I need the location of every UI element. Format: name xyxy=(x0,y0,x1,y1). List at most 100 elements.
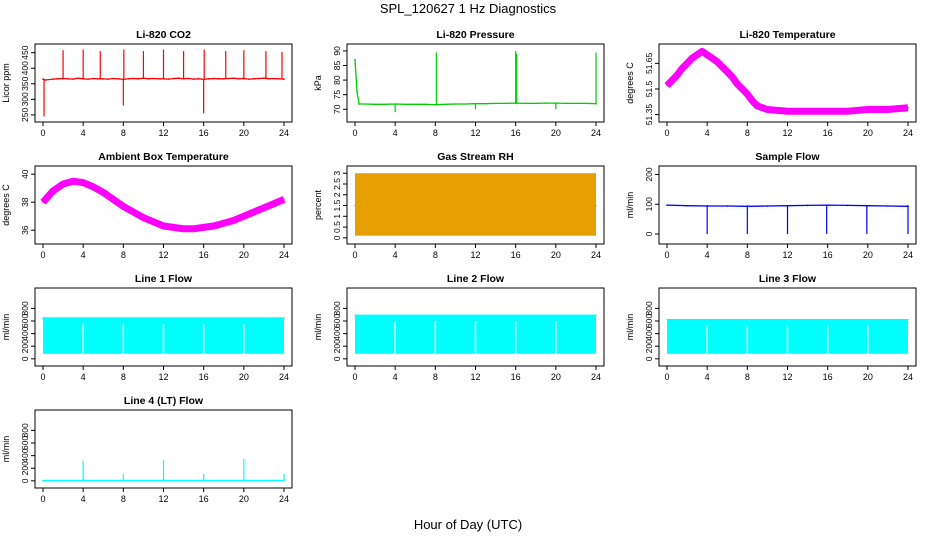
y-axis-label: degrees C xyxy=(625,62,635,104)
x-tick-label: 12 xyxy=(782,372,792,382)
x-tick-label: 24 xyxy=(591,372,601,382)
data-point xyxy=(147,78,150,80)
plot-frame xyxy=(34,165,293,245)
y-tick-label: 800 xyxy=(20,301,30,315)
data-point xyxy=(283,317,285,319)
x-tick-label: 16 xyxy=(199,494,209,504)
x-tick-label: 20 xyxy=(863,128,873,138)
x-tick-label: 0 xyxy=(352,372,357,382)
panel-title: Sample Flow xyxy=(755,151,820,163)
x-tick-label: 16 xyxy=(823,250,833,260)
y-tick-label: 51.5 xyxy=(644,80,654,97)
x-tick-label: 20 xyxy=(551,372,561,382)
data-point xyxy=(686,204,688,207)
x-tick-label: 8 xyxy=(433,372,438,382)
y-axis-label: kPa xyxy=(313,75,323,91)
series-line xyxy=(664,47,909,115)
data-point xyxy=(268,78,270,80)
data-point xyxy=(374,103,376,106)
series-line xyxy=(40,177,286,233)
y-tick-label: 800 xyxy=(20,423,30,437)
data-point xyxy=(756,105,759,107)
panel-9: Line 3 Flow ml/min 0 4 8 12 16 20 24 0 20040060080… xyxy=(625,273,917,382)
y-tick-label: 400 xyxy=(20,326,30,340)
data-point xyxy=(726,71,729,73)
x-tick-label: 24 xyxy=(279,372,289,382)
data-point xyxy=(364,103,366,105)
data-point xyxy=(696,54,698,56)
x-tick-label: 4 xyxy=(705,372,710,382)
data-point xyxy=(142,216,145,219)
x-tick-label: 0 xyxy=(664,128,669,138)
x-tick-label: 20 xyxy=(551,128,561,138)
data-point xyxy=(746,93,749,95)
data-point xyxy=(414,103,417,106)
x-tick-label: 8 xyxy=(121,128,126,138)
y-tick-label: 600 xyxy=(20,436,30,450)
x-tick-label: 8 xyxy=(745,372,750,382)
data-point xyxy=(716,60,719,63)
y-tick-label: 600 xyxy=(332,314,342,328)
data-point xyxy=(263,207,265,209)
y-tick-label: 400 xyxy=(20,448,30,462)
y-tick-label: 75 xyxy=(332,90,342,100)
data-point xyxy=(232,77,235,79)
data-point xyxy=(117,78,120,80)
x-tick-label: 12 xyxy=(158,494,168,504)
data-point xyxy=(187,77,190,80)
data-point xyxy=(434,103,437,106)
data-point xyxy=(52,190,54,192)
data-point xyxy=(354,58,356,61)
x-tick-label: 0 xyxy=(352,250,357,260)
y-tick-label: 90 xyxy=(332,46,342,56)
data-point xyxy=(222,222,225,224)
y-tick-label: 0 xyxy=(20,356,30,361)
data-point xyxy=(92,186,95,188)
x-tick-label: 0 xyxy=(40,372,45,382)
y-tick-label: 51.65 xyxy=(644,52,654,74)
data-point xyxy=(454,103,457,105)
data-point xyxy=(42,201,44,203)
x-tick-label: 20 xyxy=(239,494,249,504)
page-title: SPL_120627 1 Hz Diagnostics xyxy=(379,1,557,16)
data-point xyxy=(666,204,668,206)
data-point xyxy=(671,79,673,82)
x-tick-label: 16 xyxy=(823,372,833,382)
data-point xyxy=(534,102,537,105)
y-tick-label: 200 xyxy=(20,339,30,353)
data-point xyxy=(253,211,255,213)
data-point xyxy=(132,211,135,213)
x-tick-label: 0 xyxy=(40,250,45,260)
x-tick-label: 8 xyxy=(121,494,126,504)
data-point xyxy=(212,225,215,227)
data-point xyxy=(806,204,809,207)
data-point xyxy=(846,204,849,207)
panel-5: Gas Stream RH percent 0 4 8 12 16 20 24 0 0.5 1 1.5 2… xyxy=(313,151,605,260)
x-tick-label: 20 xyxy=(551,250,561,260)
y-tick-label: 2 xyxy=(332,192,342,197)
y-axis-label: percent xyxy=(313,189,323,220)
y-tick-label: 200 xyxy=(644,167,654,181)
data-point xyxy=(424,103,427,106)
data-point xyxy=(192,228,195,230)
x-tick-label: 4 xyxy=(81,128,86,138)
data-point xyxy=(731,76,734,78)
plot-frame xyxy=(346,43,605,123)
data-point xyxy=(127,78,130,80)
y-axis-label: ml/min xyxy=(625,192,635,219)
panel-title: Ambient Box Temperature xyxy=(98,151,229,163)
data-point xyxy=(544,102,547,104)
data-point xyxy=(356,90,358,93)
data-point xyxy=(212,77,215,80)
data-point xyxy=(112,198,115,201)
x-tick-label: 20 xyxy=(863,250,873,260)
x-tick-label: 12 xyxy=(158,128,168,138)
data-point xyxy=(217,78,220,80)
data-point xyxy=(786,110,789,112)
x-tick-label: 24 xyxy=(903,372,913,382)
data-point xyxy=(192,78,195,80)
x-axis-caption: Hour of Day (UTC) xyxy=(413,517,523,532)
x-tick-label: 24 xyxy=(279,128,289,138)
data-point xyxy=(97,78,100,80)
y-tick-label: 1.5 xyxy=(332,199,342,211)
